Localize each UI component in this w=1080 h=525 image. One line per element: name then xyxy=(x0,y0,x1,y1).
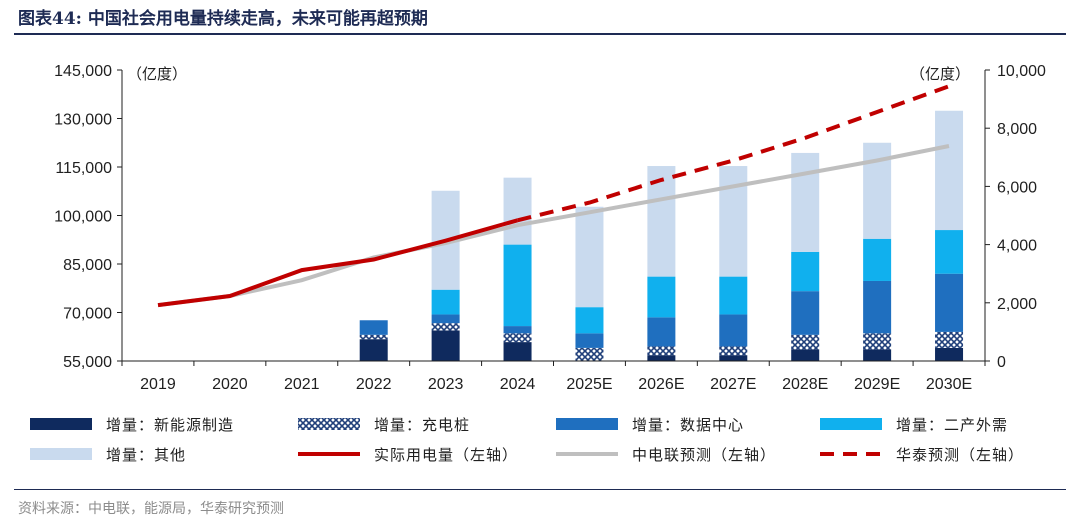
right-tick-label: 8,000 xyxy=(997,121,1037,138)
legend-item: 中电联预测（左轴） xyxy=(556,446,776,464)
left-tick-label: 115,000 xyxy=(55,160,112,177)
right-tick-label: 10,000 xyxy=(997,63,1046,80)
bar-tertiary xyxy=(935,230,964,274)
title-rule xyxy=(14,33,1066,35)
left-tick-label: 130,000 xyxy=(54,112,112,129)
right-tick-label: 6,000 xyxy=(997,179,1037,196)
legend-label: 华泰预测（左轴） xyxy=(896,446,1024,464)
x-tick-label: 2027E xyxy=(710,376,756,393)
bar-digital xyxy=(359,320,388,335)
left-tick-label: 70,000 xyxy=(63,306,112,323)
right-tick-label: 2,000 xyxy=(997,296,1037,313)
bar-other xyxy=(575,206,604,308)
legend-item: 增量：充电桩 xyxy=(298,416,470,434)
x-tick-label: 2022 xyxy=(356,376,392,393)
legend-label: 实际用电量（左轴） xyxy=(374,446,518,464)
bar-charging xyxy=(935,331,964,348)
x-tick-label: 2030E xyxy=(926,376,972,393)
right-tick-label: 4,000 xyxy=(997,238,1037,255)
legend-label: 增量：充电桩 xyxy=(374,416,470,434)
bar-tertiary xyxy=(431,289,460,315)
left-tick-label: 100,000 xyxy=(54,209,112,226)
bar-tertiary xyxy=(719,276,748,315)
bar-charging xyxy=(359,334,388,340)
legend-label: 中电联预测（左轴） xyxy=(632,446,776,464)
right-axis-unit: （亿度） xyxy=(910,65,970,83)
legend-label: 增量：数据中心 xyxy=(632,416,744,434)
legend-item: 实际用电量（左轴） xyxy=(298,446,518,464)
bar-manufacturing xyxy=(503,342,532,361)
bar-charging xyxy=(791,334,820,350)
bar-other xyxy=(935,110,964,231)
x-tick-label: 2023 xyxy=(428,376,464,393)
legend-label: 增量：其他 xyxy=(106,446,186,464)
x-tick-label: 2028E xyxy=(782,376,828,393)
legend-item: 增量：数据中心 xyxy=(556,416,744,434)
legend-label: 增量：新能源制造 xyxy=(106,416,234,434)
bar-charging xyxy=(431,323,460,331)
bar-charging xyxy=(647,346,676,356)
right-tick-label: 0 xyxy=(997,354,1006,371)
figure-title: 图表44: 中国社会用电量持续走高，未来可能再超预期 xyxy=(18,9,428,29)
legend-item: 增量：其他 xyxy=(30,446,186,464)
bar-manufacturing xyxy=(647,355,676,361)
bar-manufacturing xyxy=(431,330,460,361)
x-tick-label: 2020 xyxy=(212,376,248,393)
bar-digital xyxy=(503,326,532,334)
left-tick-label: 55,000 xyxy=(63,354,112,371)
bar-manufacturing xyxy=(719,355,748,361)
legend-swatch-tertiary xyxy=(820,418,882,430)
line-cec_forecast xyxy=(157,144,950,308)
x-tick-label: 2025E xyxy=(566,376,612,393)
legend-swatch-charging xyxy=(298,418,360,430)
bar-manufacturing xyxy=(791,349,820,361)
bar-digital xyxy=(935,273,964,332)
bar-tertiary xyxy=(647,276,676,318)
bar-digital xyxy=(575,333,604,348)
bar-tertiary xyxy=(503,244,532,327)
bar-tertiary xyxy=(791,251,820,292)
bar-digital xyxy=(791,291,820,335)
x-tick-label: 2021 xyxy=(284,376,320,393)
x-tick-label: 2019 xyxy=(140,376,176,393)
bar-manufacturing xyxy=(863,349,892,361)
legend-item: 增量：二产外需 xyxy=(820,416,1008,434)
bar-tertiary xyxy=(863,238,892,281)
bar-charging xyxy=(575,347,604,361)
left-tick-label: 145,000 xyxy=(54,63,112,80)
source-note: 资料来源：中电联，能源局，华泰研究预测 xyxy=(18,501,284,517)
source-rule xyxy=(14,489,1066,490)
legend-swatch-other xyxy=(30,448,92,460)
bar-charging xyxy=(863,333,892,350)
legend-label: 增量：二产外需 xyxy=(896,416,1008,434)
x-tick-label: 2024 xyxy=(500,376,536,393)
x-tick-label: 2026E xyxy=(638,376,684,393)
legend-swatch-digital xyxy=(556,418,618,430)
bar-digital xyxy=(863,280,892,334)
bar-other xyxy=(791,152,820,252)
chart-svg: 55,000 70,000 85,000 100,000 115,000 130,000 1… xyxy=(30,63,1046,464)
bar-manufacturing xyxy=(359,339,388,361)
line-htsc_forecast xyxy=(517,84,950,223)
left-tick-label: 85,000 xyxy=(63,257,112,274)
bar-tertiary xyxy=(575,307,604,334)
bar-digital xyxy=(647,317,676,347)
legend-item: 华泰预测（左轴） xyxy=(820,446,1024,464)
bar-manufacturing xyxy=(935,347,964,361)
bar-digital xyxy=(431,314,460,324)
bar-other xyxy=(503,177,532,245)
bar-charging xyxy=(503,333,532,343)
x-tick-label: 2029E xyxy=(854,376,900,393)
legend-swatch-manufacturing xyxy=(30,418,92,430)
line-actual xyxy=(157,218,519,308)
bar-charging xyxy=(719,346,748,356)
legend-item: 增量：新能源制造 xyxy=(30,416,234,434)
left-axis-unit: （亿度） xyxy=(127,65,187,83)
bar-digital xyxy=(719,314,748,347)
